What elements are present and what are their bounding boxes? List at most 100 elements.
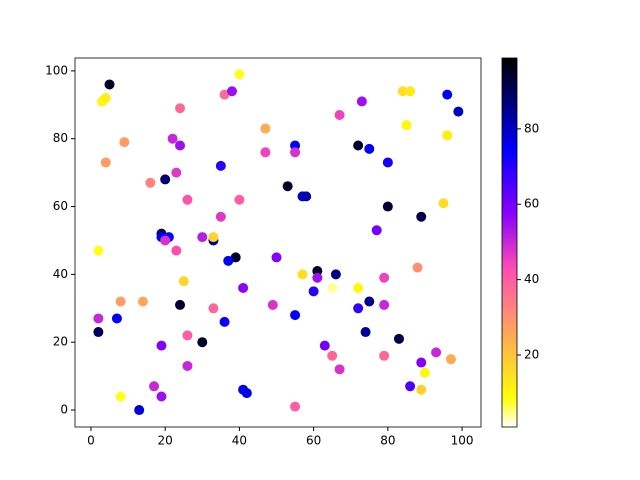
scatter-point — [178, 276, 189, 287]
scatter-point — [100, 157, 111, 168]
x-tick-label: 0 — [87, 434, 95, 448]
scatter-point — [327, 350, 338, 361]
scatter-point — [419, 367, 430, 378]
scatter-point — [197, 337, 208, 348]
y-tick-label: 80 — [53, 131, 68, 145]
scatter-point — [356, 96, 367, 107]
scatter-point — [327, 282, 338, 293]
colorbar-tick-label: 20 — [524, 348, 539, 362]
scatter-point — [238, 282, 249, 293]
scatter-point — [182, 360, 193, 371]
scatter-point — [215, 160, 226, 171]
scatter-point — [208, 303, 219, 314]
y-tick-label: 0 — [60, 403, 68, 417]
scatter-point — [401, 120, 412, 131]
scatter-point — [297, 269, 308, 280]
scatter-point — [175, 103, 186, 114]
x-tick-label: 100 — [451, 434, 474, 448]
colorbar-tick-label: 40 — [524, 272, 539, 286]
scatter-point — [171, 167, 182, 178]
colorbar — [501, 57, 518, 428]
scatter-point — [175, 140, 186, 151]
scatter-point — [308, 286, 319, 297]
scatter-point — [208, 232, 219, 243]
scatter-point — [442, 89, 453, 100]
scatter-point — [115, 391, 126, 402]
scatter-point — [134, 405, 145, 416]
scatter-point — [290, 401, 301, 412]
scatter-point — [260, 147, 271, 158]
scatter-point — [93, 245, 104, 256]
x-tick-label: 60 — [306, 434, 321, 448]
y-tick-label: 100 — [45, 63, 68, 77]
y-tick-label: 60 — [53, 199, 68, 213]
scatter-point — [182, 194, 193, 205]
scatter-point — [397, 86, 408, 97]
scatter-point — [364, 296, 375, 307]
scatter-point — [119, 137, 130, 148]
scatter-point — [167, 133, 178, 144]
scatter-point — [234, 69, 245, 80]
scatter-point — [182, 330, 193, 341]
scatter-point — [379, 350, 390, 361]
scatter-point — [379, 272, 390, 283]
scatter-point — [282, 181, 293, 192]
scatter-point — [438, 198, 449, 209]
plot-frame — [74, 57, 482, 428]
scatter-point — [111, 313, 122, 324]
scatter-point — [223, 255, 234, 266]
scatter-point — [271, 252, 282, 263]
scatter-point — [353, 140, 364, 151]
scatter-point — [160, 235, 171, 246]
colorbar-tick-label: 80 — [524, 121, 539, 135]
scatter-point — [93, 327, 104, 338]
scatter-point — [290, 310, 301, 321]
scatter-point — [334, 109, 345, 120]
scatter-point — [445, 354, 456, 365]
scatter-point — [379, 299, 390, 310]
scatter-point — [137, 296, 148, 307]
scatter-point — [405, 86, 416, 97]
scatter-point — [226, 86, 237, 97]
scatter-point — [453, 106, 464, 117]
scatter-point — [215, 211, 226, 222]
scatter-point — [442, 130, 453, 141]
x-tick-label: 40 — [232, 434, 247, 448]
scatter-point — [364, 143, 375, 154]
scatter-point — [290, 147, 301, 158]
scatter-point — [149, 381, 160, 392]
y-tick-label: 40 — [53, 267, 68, 281]
scatter-point — [175, 299, 186, 310]
scatter-point — [145, 177, 156, 188]
x-tick-label: 80 — [380, 434, 395, 448]
scatter-point — [312, 272, 323, 283]
scatter-point — [431, 347, 442, 358]
scatter-point — [353, 303, 364, 314]
scatter-point — [219, 316, 230, 327]
scatter-point — [115, 296, 126, 307]
scatter-point — [330, 269, 341, 280]
scatter-point — [393, 333, 404, 344]
scatter-point — [267, 299, 278, 310]
x-tick-label: 20 — [158, 434, 173, 448]
scatter-point — [230, 252, 241, 263]
scatter-point — [319, 340, 330, 351]
scatter-point — [416, 211, 427, 222]
scatter-point — [260, 123, 271, 134]
scatter-point — [360, 327, 371, 338]
scatter-point — [382, 157, 393, 168]
y-tick-label: 20 — [53, 335, 68, 349]
scatter-point — [156, 391, 167, 402]
scatter-point — [241, 388, 252, 399]
scatter-point — [156, 340, 167, 351]
scatter-point — [171, 245, 182, 256]
scatter-point — [197, 232, 208, 243]
scatter-point — [334, 364, 345, 375]
scatter-point — [416, 357, 427, 368]
scatter-point — [234, 194, 245, 205]
scatter-point — [93, 313, 104, 324]
scatter-point — [353, 282, 364, 293]
scatter-point — [100, 93, 111, 104]
scatter-point — [104, 79, 115, 90]
